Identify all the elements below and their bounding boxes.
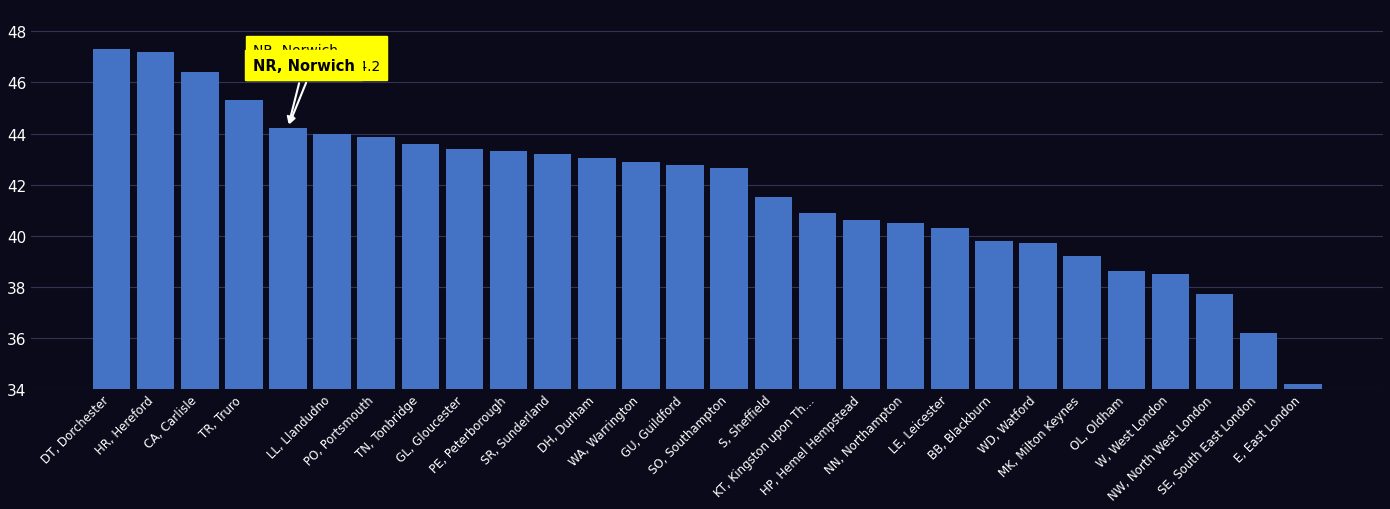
Bar <box>136 53 174 509</box>
Bar <box>976 241 1013 509</box>
Bar <box>313 134 350 509</box>
Bar <box>534 155 571 509</box>
Bar <box>666 166 703 509</box>
Bar <box>1108 272 1145 509</box>
Bar <box>93 50 131 509</box>
Bar <box>181 73 218 509</box>
Bar <box>710 168 748 509</box>
Bar <box>225 101 263 509</box>
Bar <box>799 213 837 509</box>
Bar <box>489 152 527 509</box>
Bar <box>578 158 616 509</box>
Bar <box>1240 333 1277 509</box>
Bar <box>402 145 439 509</box>
Bar <box>887 223 924 509</box>
Bar <box>1063 257 1101 509</box>
Bar <box>842 221 880 509</box>
Bar <box>446 150 484 509</box>
Bar <box>1152 274 1190 509</box>
Bar <box>1019 244 1056 509</box>
Bar <box>1284 384 1322 509</box>
Bar <box>931 229 969 509</box>
Text: NR, Norwich
Average age: ​​44.2: NR, Norwich Average age: ​​44.2 <box>253 43 379 123</box>
Text: NR, Norwich: NR, Norwich <box>253 59 354 123</box>
Bar <box>623 162 660 509</box>
Bar <box>1195 295 1233 509</box>
Bar <box>357 138 395 509</box>
Bar <box>755 198 792 509</box>
Bar <box>270 129 307 509</box>
